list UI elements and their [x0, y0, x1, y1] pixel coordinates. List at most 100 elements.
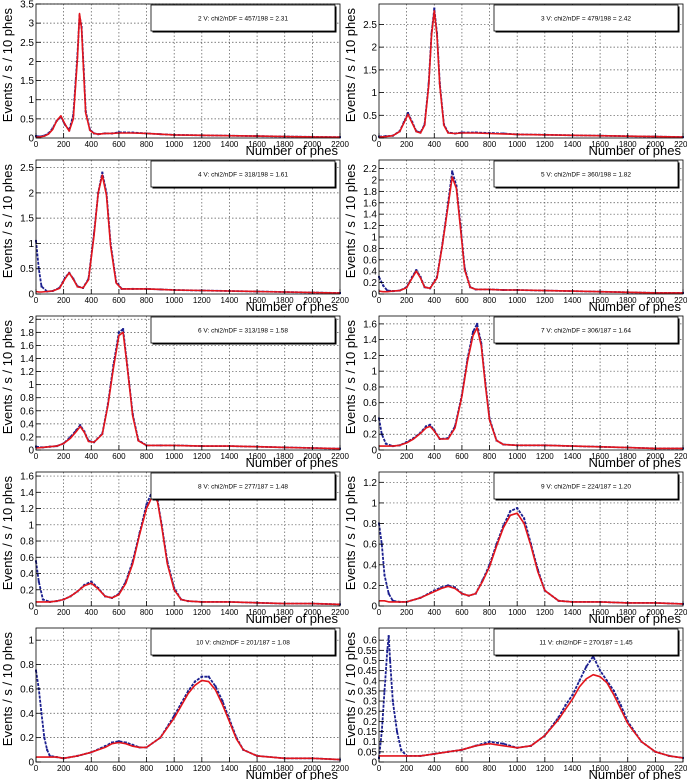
y-tick-label: 0: [371, 134, 377, 145]
y-tick-label: 0.4: [20, 419, 34, 430]
data-points: [35, 328, 341, 450]
x-tick-label: 2000: [303, 764, 321, 773]
x-tick-label: 600: [112, 608, 126, 617]
x-tick-label: 1400: [564, 140, 582, 149]
x-tick-label: 2200: [674, 764, 687, 773]
x-tick-label: 2200: [674, 140, 687, 149]
data-point: [509, 510, 512, 513]
plot-frame: [378, 315, 684, 451]
y-tick-label: 0.4: [363, 414, 377, 425]
x-tick-label: 2200: [331, 452, 349, 461]
x-tick-label: 1000: [508, 764, 526, 773]
x-tick-label: 200: [400, 608, 414, 617]
x-tick-label: 0: [377, 764, 382, 773]
plot-frame: [35, 315, 341, 451]
y-tick-label: 0.5: [20, 114, 34, 125]
x-tick-label: 400: [85, 140, 99, 149]
plot-frame: [378, 3, 684, 139]
y-axis-label: Events / s / 10 phes: [0, 164, 15, 279]
x-tick-label: 200: [57, 452, 71, 461]
stat-box-text: 9 V: chi2/nDF = 224/187 = 1.20: [541, 484, 631, 491]
y-axis-label: Events / s / 10 phes: [343, 320, 358, 435]
chart-svg: 00.20.40.60.811.21.41.61.820 200 400 600 800…: [0, 315, 349, 470]
y-tick-label: 0: [371, 446, 377, 457]
y-axis: 0 0.5 1 1.5 2 2.5 3 3.5: [20, 0, 41, 145]
fit-curve: [378, 176, 683, 294]
y-tick-label: 1: [28, 520, 34, 531]
x-axis-label: Number of phes: [246, 299, 339, 314]
data-point: [228, 718, 231, 721]
x-tick-label: 1400: [221, 764, 239, 773]
x-tick-label: 400: [428, 608, 442, 617]
y-tick-label: 2: [371, 175, 377, 186]
stat-box: [493, 4, 679, 32]
data-points: [35, 171, 341, 294]
y-tick-label: 0.8: [363, 244, 377, 255]
x-tick-label: 1000: [165, 296, 183, 305]
y-axis-label: Events / s / 10 phes: [0, 476, 15, 591]
x-tick-label: 2000: [646, 764, 664, 773]
data-point: [415, 269, 418, 272]
data-point: [111, 741, 113, 744]
data-point: [523, 517, 526, 520]
y-tick-label: 1: [371, 367, 377, 378]
data-point: [433, 589, 436, 592]
x-axis: 0 200 400 600 800 1000 1200 1400 1600 1800 2000 220…: [34, 289, 349, 305]
y-tick-label: 1.2: [363, 351, 377, 362]
y-axis: 0 0.2 0.4 0.6 0.8 1 1.2 1.4 1.6: [363, 319, 384, 457]
y-tick-label: 0.55: [358, 646, 378, 657]
y-tick-label: 0.05: [358, 747, 378, 758]
fit-curve: [379, 327, 683, 450]
x-tick-label: 200: [57, 764, 71, 773]
y-tick-label: 1: [28, 95, 34, 106]
y-tick-label: 1.4: [363, 210, 377, 221]
x-tick-label: 200: [400, 296, 414, 305]
x-axis-label: Number of phes: [246, 767, 339, 780]
data-point: [440, 586, 443, 589]
x-tick-label: 0: [34, 764, 39, 773]
chart-svg: 00.050.10.150.20.250.30.350.40.450.50.55…: [343, 627, 687, 780]
chart-panel-5: 0 0.2 0.4 0.6 0.8 1 1.2 1.4 1.6 1.8 2 0 200 400 600 800…: [0, 312, 349, 470]
chart-svg: 0 0.5 1 1.5 2 2.5 0 200 400 600 800 1000 1200 1400 160…: [343, 3, 687, 158]
y-tick-label: 0: [371, 602, 377, 613]
stat-box-text: 2 V: chi2/nDF = 457/198 = 2.31: [198, 16, 288, 23]
stat-box-text: 10 V: chi2/nDF = 201/187 = 1.08: [196, 640, 290, 647]
chart-panel-8: 0 0.2 0.4 0.6 0.8 1 1.2 0 200 400 600 800 1000 1200 14…: [343, 468, 687, 626]
y-axis: 0 0.2 0.4 0.6 0.8 1 1.2: [363, 478, 384, 613]
data-points: [378, 170, 684, 294]
x-tick-label: 2000: [303, 608, 321, 617]
x-tick-label: 2200: [331, 764, 349, 773]
y-tick-label: 1.2: [363, 221, 377, 232]
data-point: [387, 635, 390, 638]
data-point: [391, 599, 394, 602]
data-point: [131, 743, 134, 746]
data-point: [79, 424, 82, 427]
x-tick-label: 2200: [331, 608, 349, 617]
data-point: [193, 680, 196, 683]
data-point: [101, 171, 104, 174]
data-points: [35, 14, 341, 139]
x-tick-label: 600: [112, 140, 126, 149]
y-tick-label: 0.8: [20, 660, 34, 671]
x-tick-label: 200: [57, 608, 71, 617]
x-tick-label: 1200: [193, 764, 211, 773]
data-point: [488, 740, 491, 743]
x-tick-label: 0: [377, 608, 382, 617]
y-axis: 0 0.2 0.4 0.6 0.8 1: [20, 636, 41, 769]
y-tick-label: 1.2: [20, 367, 34, 378]
x-tick-label: 1800: [276, 608, 294, 617]
y-tick-label: 0.6: [363, 636, 377, 647]
y-tick-label: 0.6: [20, 553, 34, 564]
chart-svg: 0 0.5 1 1.5 2 2.5 0 200 400 600 800 1000 1200 1400 160…: [0, 159, 349, 314]
x-tick-label: 800: [483, 608, 497, 617]
x-tick-label: 1000: [508, 140, 526, 149]
y-tick-label: 0.1: [363, 737, 377, 748]
data-point: [122, 328, 125, 331]
y-tick-label: 0.4: [20, 569, 34, 580]
x-tick-label: 0: [34, 296, 39, 305]
data-point: [124, 741, 127, 744]
data-point: [619, 704, 622, 707]
data-point: [46, 748, 49, 751]
data-point: [564, 704, 567, 707]
stat-box-text: 6 V: chi2/nDF = 313/198 = 1.58: [198, 328, 288, 335]
